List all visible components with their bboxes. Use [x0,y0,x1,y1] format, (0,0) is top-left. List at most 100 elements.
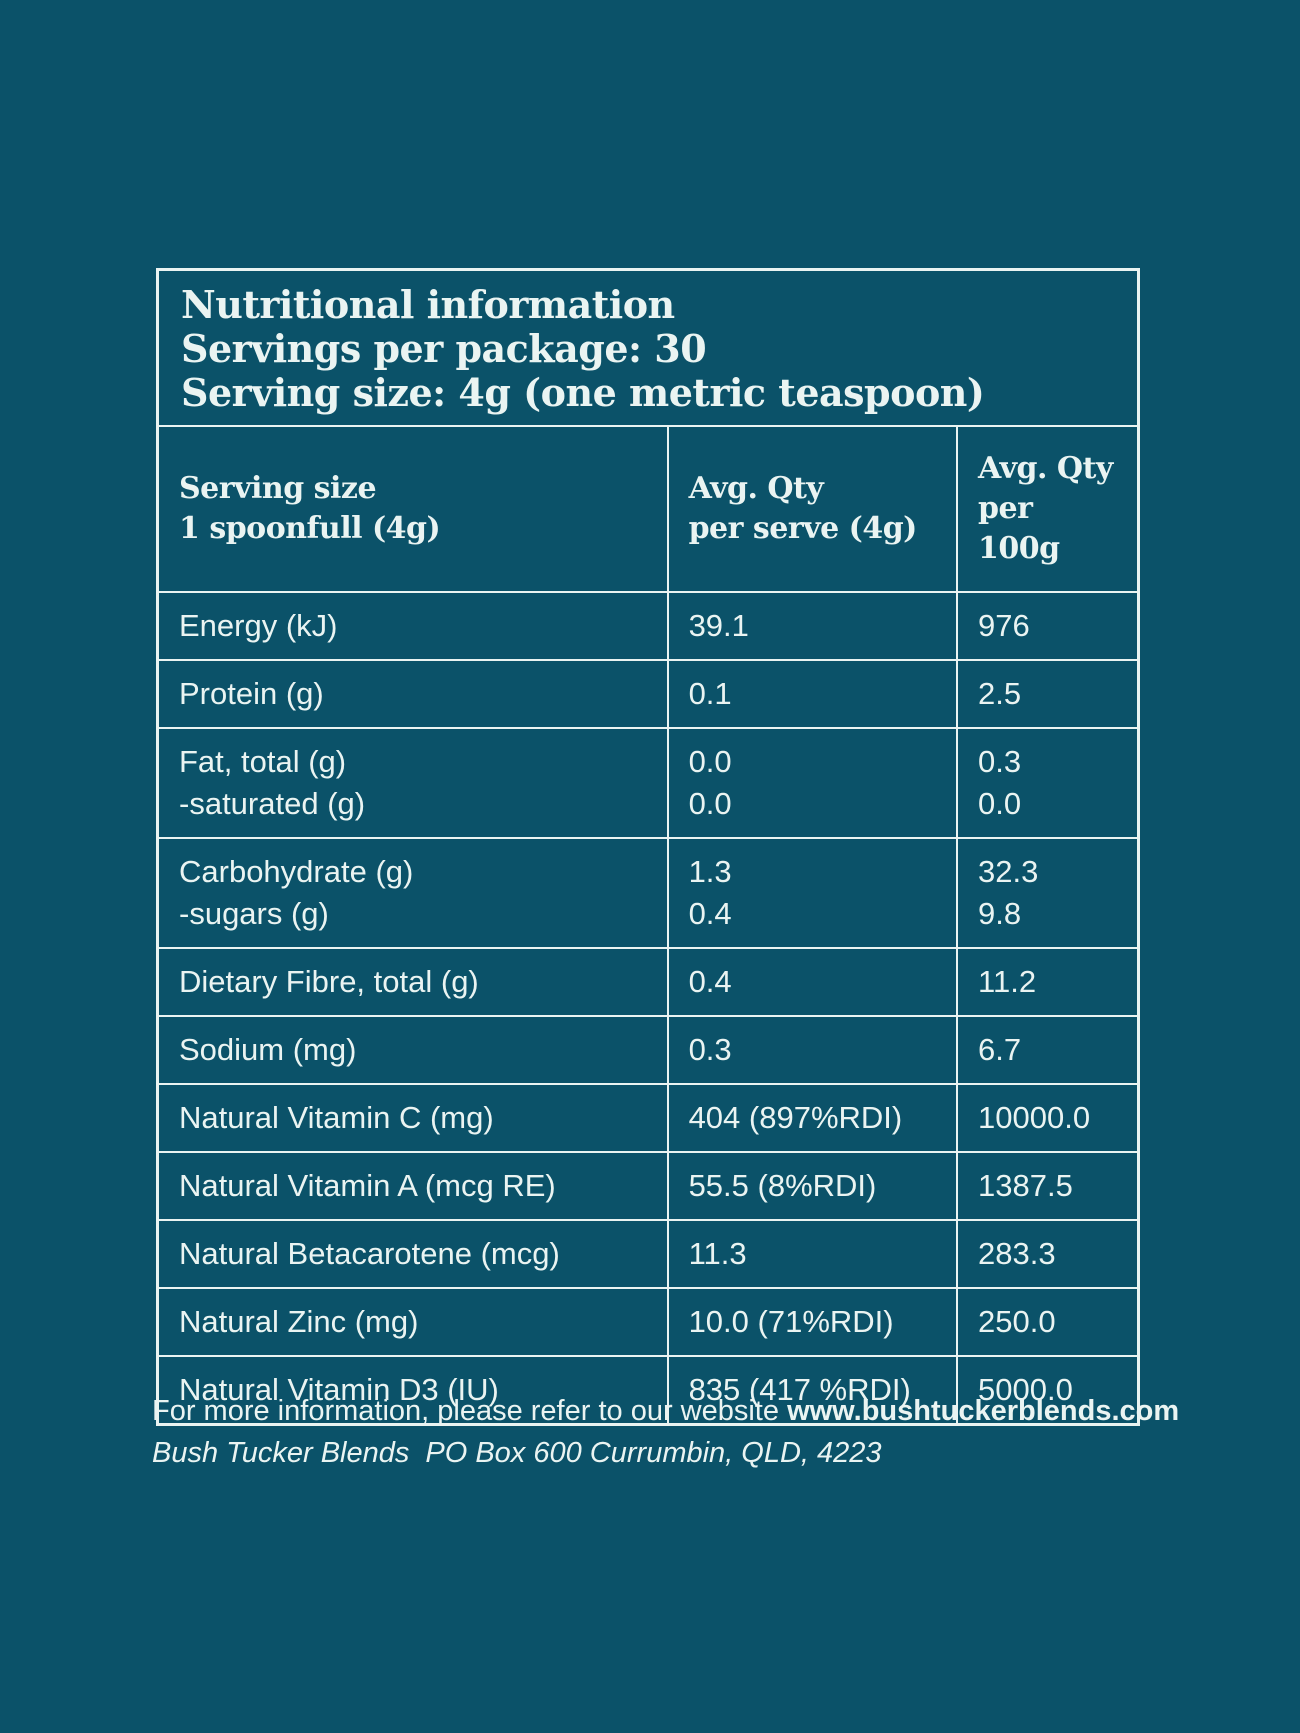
panel-title-line-2: Servings per package: 30 [181,326,707,371]
nutrient-cell: Natural Betacarotene (mcg) [159,1219,669,1289]
cell-line: -sugars (g) [179,896,329,931]
per-100g-cell: 283.3 [956,1219,1137,1289]
cell-line: 39.1 [688,608,749,643]
column-header-avg-qty-per-100g: Avg. Qty per 100g [956,427,1137,593]
cell-line: 976 [978,608,1030,643]
per-100g-cell: 6.7 [956,1015,1137,1085]
nutrient-cell: Sodium (mg) [159,1015,669,1085]
cell-line: 835 (417 %RDI) [688,1372,911,1407]
column-header-serving-size: Serving size 1 spoonfull (4g) [159,427,669,593]
cell-line: 11.3 [688,1236,747,1271]
cell-line: 0.3 [978,744,1022,779]
cell-line: 32.3 [978,854,1039,889]
per-100g-cell: 5000.0 [956,1355,1137,1423]
per-serve-cell: 11.3 [666,1219,959,1289]
header-row: Serving size 1 spoonfull (4g) Avg. Qty p… [159,427,1137,593]
per-serve-cell: 0.0 0.0 [666,727,959,839]
cell-line: 283.3 [978,1236,1056,1271]
per-serve-cell: 1.3 0.4 [666,837,959,949]
nutrient-cell: Energy (kJ) [159,591,669,661]
header-line: Avg. Qty [978,451,1113,486]
cell-line: Natural Betacarotene (mcg) [179,1236,560,1271]
nutrient-cell: Natural Vitamin C (mg) [159,1083,669,1153]
table-row: Energy (kJ) 39.1 976 [159,591,1137,661]
per-100g-cell: 11.2 [956,947,1137,1017]
table-row: Fat, total (g) -saturated (g) 0.0 0.0 0.3 0.0 [159,727,1137,839]
nutrition-table-body: Energy (kJ) 39.1 976 Protein (g) 0.1 2.5 Fat, … [159,591,1137,1423]
cell-line: 5000.0 [978,1372,1073,1407]
per-serve-cell: 10.0 (71%RDI) [666,1287,959,1357]
per-serve-cell: 0.3 [666,1015,959,1085]
header-line: Avg. Qty [688,471,824,506]
cell-line: 0.0 [688,744,732,779]
cell-line: Natural Vitamin A (mcg RE) [179,1168,556,1203]
cell-line: 0.1 [688,676,732,711]
per-serve-cell: 0.1 [666,659,959,729]
table-row: Sodium (mg) 0.3 6.7 [159,1015,1137,1085]
table-row: Natural Betacarotene (mcg) 11.3 283.3 [159,1219,1137,1289]
per-100g-cell: 32.3 9.8 [956,837,1137,949]
table-row: Natural Vitamin C (mg) 404 (897%RDI) 10000… [159,1083,1137,1153]
cell-line: Fat, total (g) [179,744,347,779]
per-serve-cell: 835 (417 %RDI) [666,1355,959,1423]
cell-line: Dietary Fibre, total (g) [179,964,479,999]
column-header-avg-qty-per-serve: Avg. Qty per serve (4g) [666,427,959,593]
cell-line: 9.8 [978,896,1022,931]
cell-line: 0.4 [688,964,732,999]
cell-line: Natural Zinc (mg) [179,1304,419,1339]
header-line: per 100g [978,491,1060,566]
footer-brand-text: Bush Tucker Blends [152,1437,410,1469]
nutrient-cell: Fat, total (g) -saturated (g) [159,727,669,839]
table-row: Protein (g) 0.1 2.5 [159,659,1137,729]
nutrient-cell: Natural Vitamin A (mcg RE) [159,1151,669,1221]
table-row: Natural Vitamin D3 (IU) 835 (417 %RDI) 500… [159,1355,1137,1423]
nutrient-cell: Natural Zinc (mg) [159,1287,669,1357]
footer-website-text: www.bushtuckerblends.com [787,1395,1180,1427]
nutrient-cell: Protein (g) [159,659,669,729]
cell-line: 1387.5 [978,1168,1073,1203]
nutrition-table-head: Serving size 1 spoonfull (4g) Avg. Qty p… [159,427,1137,593]
cell-line: Natural Vitamin C (mg) [179,1100,494,1135]
panel-title-line-1: Nutritional information [181,282,675,327]
per-serve-cell: 55.5 (8%RDI) [666,1151,959,1221]
table-row: Natural Zinc (mg) 10.0 (71%RDI) 250.0 [159,1287,1137,1357]
footer-info-text: For more information, please refer to ou… [152,1395,788,1427]
cell-line: Carbohydrate (g) [179,854,414,889]
nutrient-cell: Natural Vitamin D3 (IU) [159,1355,669,1423]
cell-line: 6.7 [978,1032,1022,1067]
footer-address-text: PO Box 600 Currumbin, QLD, 4223 [425,1437,882,1469]
cell-line: Energy (kJ) [179,608,338,643]
cell-line: -saturated (g) [179,786,366,821]
nutrient-cell: Carbohydrate (g) -sugars (g) [159,837,669,949]
cell-line: 11.2 [978,964,1037,999]
per-100g-cell: 250.0 [956,1287,1137,1357]
per-serve-cell: 404 (897%RDI) [666,1083,959,1153]
cell-line: Natural Vitamin D3 (IU) [179,1372,499,1407]
cell-line: 0.0 [688,786,732,821]
cell-line: 0.0 [978,786,1022,821]
per-serve-cell: 0.4 [666,947,959,1017]
table-row: Natural Vitamin A (mcg RE) 55.5 (8%RDI) 13… [159,1151,1137,1221]
nutrition-panel: Nutritional information Servings per pac… [156,268,1140,1426]
per-100g-cell: 10000.0 [956,1083,1137,1153]
cell-line: 404 (897%RDI) [688,1100,903,1135]
cell-line: 10.0 (71%RDI) [688,1304,894,1339]
footer-info-line: For more information, please refer to ou… [152,1390,1192,1432]
cell-line: Protein (g) [179,676,324,711]
header-line: Serving size [179,471,377,506]
footer-address-line: Bush Tucker Blends PO Box 600 Currumbin, … [152,1432,1192,1474]
footer: For more information, please refer to ou… [152,1390,1192,1474]
cell-line: 250.0 [978,1304,1056,1339]
panel-title-line-3: Serving size: 4g (one metric teaspoon) [181,370,985,415]
cell-line: 0.4 [688,896,732,931]
per-100g-cell: 1387.5 [956,1151,1137,1221]
cell-line: 0.3 [688,1032,732,1067]
nutrient-cell: Dietary Fibre, total (g) [159,947,669,1017]
per-100g-cell: 976 [956,591,1137,661]
cell-line: 10000.0 [978,1100,1091,1135]
cell-line: Sodium (mg) [179,1032,357,1067]
nutrition-table: Serving size 1 spoonfull (4g) Avg. Qty p… [159,427,1137,1423]
table-row: Carbohydrate (g) -sugars (g) 1.3 0.4 32.3 9.8 [159,837,1137,949]
per-100g-cell: 0.3 0.0 [956,727,1137,839]
